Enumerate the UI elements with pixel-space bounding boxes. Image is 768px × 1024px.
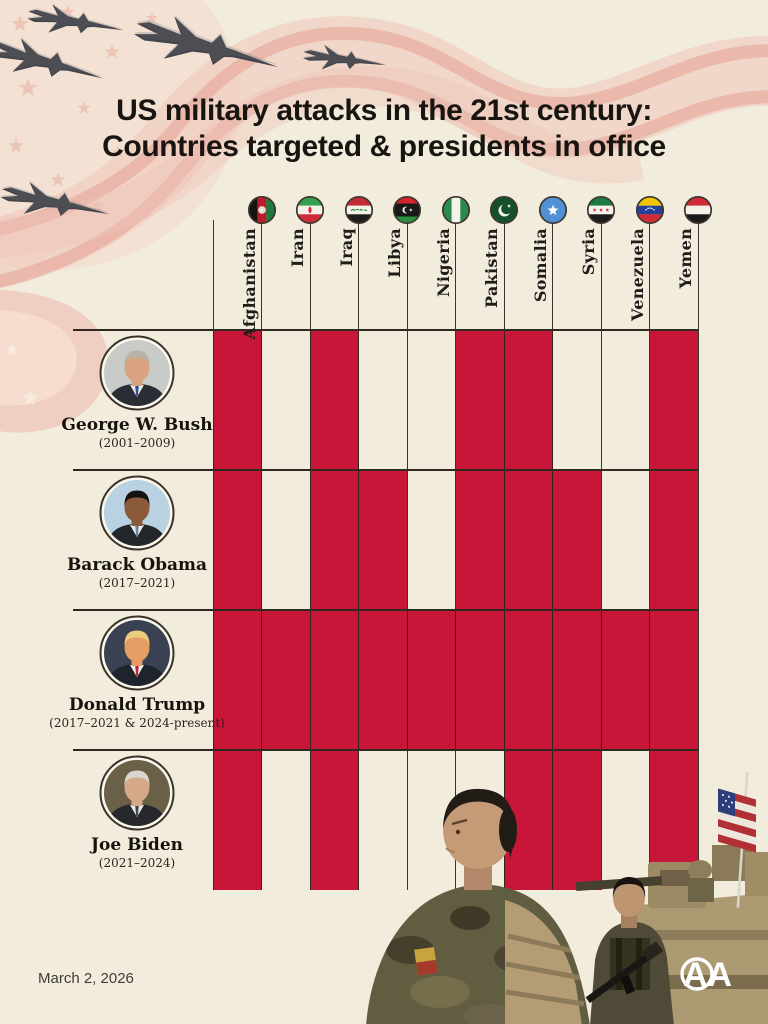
aa-logo-icon: AA	[680, 956, 732, 994]
grid-vline	[552, 223, 553, 890]
grid-hline	[73, 749, 698, 751]
ribbon-stripe-2	[0, 74, 768, 288]
president-term: (2021–2024)	[98, 856, 176, 870]
somalia-flag-icon	[538, 195, 568, 225]
flag-stars-decor	[5, 5, 158, 439]
cell-trump-somalia	[504, 610, 553, 750]
grid-hline	[73, 609, 698, 611]
grid-vline	[309, 223, 311, 890]
grid-hline	[73, 329, 698, 331]
ribbon-stripe-1	[0, 26, 768, 236]
fighter-jet-icon	[133, 14, 279, 68]
portrait-obama	[99, 475, 175, 551]
portrait-bush	[99, 335, 175, 411]
president-trump: Donald Trump (2017–2021 & 2024-present)	[49, 610, 225, 750]
nigeria-flag-icon	[441, 195, 471, 225]
us-flag-image	[718, 771, 756, 908]
fighter-jet-icon	[0, 180, 110, 216]
yemen-flag-icon	[683, 195, 713, 225]
president-biden: Joe Biden (2021–2024)	[60, 750, 214, 890]
president-name: George W. Bush	[61, 415, 213, 435]
afghanistan-flag-icon	[247, 195, 277, 225]
president-name: Joe Biden	[90, 835, 183, 855]
ribbon-left-wave-inner	[0, 310, 77, 406]
grid-hline	[73, 469, 698, 471]
president-obama: Barack Obama (2017–2021)	[60, 470, 214, 610]
syria-flag-icon	[586, 195, 616, 225]
cell-trump-pakistan	[455, 610, 504, 750]
president-name: Barack Obama	[66, 555, 208, 575]
grid-vline	[600, 223, 602, 890]
cell-obama-afghanistan	[213, 470, 262, 610]
cell-biden-syria	[552, 750, 601, 890]
president-bush: George W. Bush (2001–2009)	[60, 330, 214, 470]
venezuela-flag-icon	[635, 195, 665, 225]
page-title: US military attacks in the 21st century:…	[0, 93, 768, 165]
soldier-with-rifle-image	[585, 877, 674, 1024]
grid-vline	[212, 220, 214, 890]
publish-date: March 2, 2026	[38, 970, 134, 987]
cell-trump-nigeria	[407, 610, 456, 750]
flag-stripes	[718, 788, 756, 853]
portrait-trump	[99, 615, 175, 691]
cell-obama-syria	[552, 470, 601, 610]
iraq-flag-icon	[344, 195, 374, 225]
cell-bush-iraq	[310, 330, 359, 470]
grid-vline	[455, 223, 456, 890]
ribbon-stripe-3	[0, 66, 644, 258]
aa-logo: AA	[676, 946, 736, 1003]
cell-obama-yemen	[649, 470, 698, 610]
cell-trump-libya	[358, 610, 407, 750]
president-name: Donald Trump	[68, 695, 206, 715]
cell-bush-afghanistan	[213, 330, 262, 470]
ribbon-band	[0, 16, 768, 289]
cell-biden-iraq	[310, 750, 359, 890]
president-term: (2001–2009)	[98, 436, 176, 450]
fighter-jet-icon	[0, 36, 104, 79]
title-line-2: Countries targeted & presidents in offic…	[102, 130, 666, 163]
title-line-1: US military attacks in the 21st century:	[116, 94, 652, 127]
iran-flag-icon	[295, 195, 325, 225]
cell-bush-somalia	[504, 330, 553, 470]
grid-vline	[697, 223, 699, 890]
cell-obama-somalia	[504, 470, 553, 610]
cell-bush-pakistan	[455, 330, 504, 470]
main-soldier-image	[366, 788, 590, 1024]
president-term: (2017–2021 & 2024-present)	[49, 716, 225, 730]
pakistan-flag-icon	[489, 195, 519, 225]
cell-trump-yemen	[649, 610, 698, 750]
portrait-biden	[99, 755, 175, 831]
cell-trump-iran	[261, 610, 310, 750]
aa-logo-text: AA	[683, 956, 732, 994]
cell-trump-venezuela	[601, 610, 650, 750]
cell-bush-yemen	[649, 330, 698, 470]
libya-flag-icon	[392, 195, 422, 225]
president-term: (2017–2021)	[98, 576, 176, 590]
cell-trump-afghanistan	[213, 610, 262, 750]
cell-obama-iraq	[310, 470, 359, 610]
grid-vline	[406, 223, 408, 890]
cell-trump-iraq	[310, 610, 359, 750]
cell-obama-pakistan	[455, 470, 504, 610]
fighter-jet-icon	[302, 43, 387, 70]
grid-vline	[261, 223, 262, 890]
fighter-jet-icon	[27, 2, 124, 34]
cell-biden-afghanistan	[213, 750, 262, 890]
grid-vline	[358, 223, 359, 890]
cell-trump-syria	[552, 610, 601, 750]
grid-vline	[649, 223, 650, 890]
grid-vline	[503, 223, 505, 890]
cell-obama-libya	[358, 470, 407, 610]
rifle	[585, 941, 664, 1004]
